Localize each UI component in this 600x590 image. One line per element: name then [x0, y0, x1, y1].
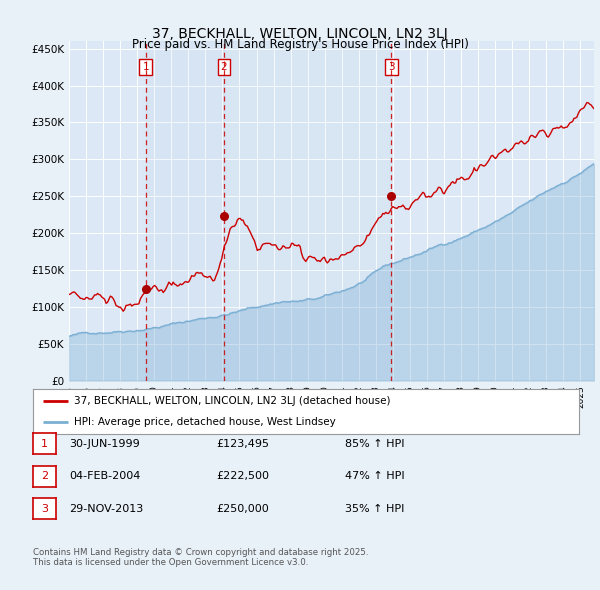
- Text: 29-NOV-2013: 29-NOV-2013: [69, 504, 143, 513]
- Text: 3: 3: [41, 504, 48, 513]
- Bar: [224, 41, 391, 381]
- Text: 2: 2: [221, 62, 227, 72]
- Text: 04-FEB-2004: 04-FEB-2004: [69, 471, 140, 481]
- Text: 2: 2: [41, 471, 48, 481]
- Text: 30-JUN-1999: 30-JUN-1999: [69, 439, 140, 448]
- Text: 85% ↑ HPI: 85% ↑ HPI: [345, 439, 404, 448]
- Text: £250,000: £250,000: [216, 504, 269, 513]
- Text: 47% ↑ HPI: 47% ↑ HPI: [345, 471, 404, 481]
- Text: 37, BECKHALL, WELTON, LINCOLN, LN2 3LJ (detached house): 37, BECKHALL, WELTON, LINCOLN, LN2 3LJ (…: [74, 396, 391, 407]
- Text: 3: 3: [388, 62, 395, 72]
- Text: 1: 1: [41, 439, 48, 448]
- Text: £222,500: £222,500: [216, 471, 269, 481]
- Text: £123,495: £123,495: [216, 439, 269, 448]
- Text: 35% ↑ HPI: 35% ↑ HPI: [345, 504, 404, 513]
- Text: HPI: Average price, detached house, West Lindsey: HPI: Average price, detached house, West…: [74, 417, 336, 427]
- Text: Price paid vs. HM Land Registry's House Price Index (HPI): Price paid vs. HM Land Registry's House …: [131, 38, 469, 51]
- Text: 37, BECKHALL, WELTON, LINCOLN, LN2 3LJ: 37, BECKHALL, WELTON, LINCOLN, LN2 3LJ: [152, 27, 448, 41]
- Text: Contains HM Land Registry data © Crown copyright and database right 2025.
This d: Contains HM Land Registry data © Crown c…: [33, 548, 368, 567]
- Bar: [146, 41, 224, 381]
- Text: 1: 1: [142, 62, 149, 72]
